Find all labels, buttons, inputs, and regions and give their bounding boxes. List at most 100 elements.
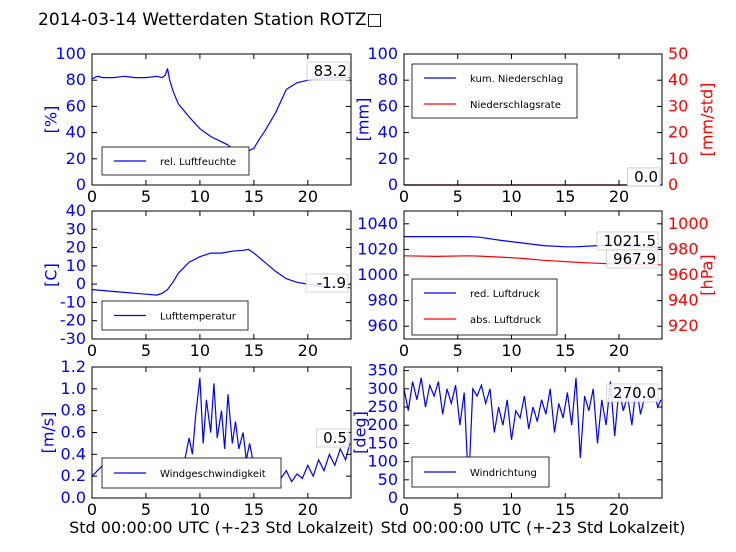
y-tick-label: 0.6 — [61, 423, 86, 442]
value-annotation: 967.9 — [613, 250, 656, 268]
x-tick-label: 10 — [501, 500, 521, 519]
y-tick-label: 80 — [66, 70, 86, 89]
y-axis-label: [%] — [42, 106, 61, 134]
x-tick-label: 0 — [399, 341, 409, 360]
value-annotation: 0.5 — [323, 429, 347, 447]
y-tick-label: 100 — [367, 452, 398, 471]
x-tick-label: 15 — [555, 187, 575, 206]
value-annotation-box — [306, 61, 350, 81]
x-tick-label: 15 — [244, 187, 264, 206]
x-tick-label: 0 — [399, 500, 409, 519]
y-tick-label: 1020 — [357, 239, 398, 258]
y-tick-label: 0 — [388, 175, 398, 194]
windspeed-panel: 0 5 10 15 20 0.0 0.2 0.4 0.6 0.8 1.0 1.2 [m/s] Std 00… — [39, 357, 374, 537]
y2-tick-label: 920 — [668, 316, 699, 335]
y-tick-label: 20 — [66, 238, 86, 257]
pressure-panel: 0 5 10 15 20 960 980 1000 1020 1040 920 940 960 980 10… — [357, 210, 717, 360]
y-tick-label: -30 — [60, 329, 86, 348]
y-tick-label: 20 — [378, 149, 398, 168]
y2-tick-label: 20 — [668, 123, 688, 142]
y-tick-label: 40 — [66, 123, 86, 142]
x-tick-label: 0 — [87, 500, 97, 519]
x-tick-label: 0 — [87, 341, 97, 360]
y2-tick-label: 30 — [668, 96, 688, 115]
y2-tick-label: 50 — [668, 44, 688, 63]
value-annotation-box — [316, 428, 350, 448]
plot-frame — [91, 53, 352, 186]
x-tick-label: 20 — [298, 187, 318, 206]
series-line-rel-luftfeuchte — [91, 68, 350, 152]
legend-label: rel. Luftfeuchte — [160, 157, 236, 168]
x-tick-label: 15 — [244, 500, 264, 519]
y2-tick-label: 940 — [668, 291, 699, 310]
x-tick-label: 10 — [190, 341, 210, 360]
plot-frame — [91, 210, 352, 340]
y-tick-label: 350 — [367, 361, 398, 380]
y-tick-label: 1040 — [357, 214, 398, 233]
y-tick-label: 1.0 — [61, 379, 86, 398]
x-tick-label: 5 — [141, 341, 151, 360]
y-tick-label: -10 — [60, 292, 86, 311]
x-tick-label: 10 — [190, 187, 210, 206]
x-tick-label: 5 — [453, 341, 463, 360]
value-annotation-box — [627, 167, 661, 187]
y2-axis-label: [mm/std] — [698, 83, 717, 157]
x-tick-label: 20 — [609, 187, 629, 206]
y2-tick-label: 980 — [668, 239, 699, 258]
y2-axis-label: [hPa] — [698, 254, 717, 295]
x-axis-label: Std 00:00:00 UTC (+-23 Std Lokalzeit) — [69, 518, 374, 537]
y-axis-label: [deg] — [351, 411, 370, 454]
series-line-lufttemperatur — [91, 248, 350, 296]
x-tick-label: 5 — [141, 500, 151, 519]
value-annotation: 1021.5 — [604, 232, 657, 250]
y-tick-label: 960 — [367, 316, 398, 335]
x-tick-label: 20 — [298, 341, 318, 360]
y-tick-label: 100 — [55, 44, 86, 63]
temperature-panel: 0 5 10 15 20-30-20-10010203040[C]Lufttempera… — [42, 201, 352, 360]
x-tick-label: 20 — [609, 500, 629, 519]
value-annotation-box — [606, 383, 659, 403]
y-tick-label: 0 — [388, 488, 398, 507]
x-tick-label: 0 — [87, 187, 97, 206]
x-tick-label: 15 — [555, 341, 575, 360]
y-tick-label: 0.0 — [61, 488, 86, 507]
legend-label: abs. Luftdruck — [470, 315, 541, 326]
legend-label: Windgeschwindigkeit — [160, 469, 266, 480]
y-tick-label: 100 — [367, 44, 398, 63]
legend-label: Niederschlagsrate — [470, 100, 561, 111]
y2-tick-label: 0 — [668, 175, 678, 194]
y-tick-label: 0.8 — [61, 401, 86, 420]
y2-tick-label: 960 — [668, 265, 699, 284]
y-axis-label: [m/s] — [39, 412, 58, 454]
y-tick-label: 0.4 — [61, 444, 86, 463]
value-annotation: 83.2 — [314, 62, 347, 80]
y2-tick-label: 1000 — [668, 214, 709, 233]
y-axis-label: [C] — [42, 263, 61, 287]
y-tick-label: 200 — [367, 415, 398, 434]
y-tick-label: 300 — [367, 379, 398, 398]
x-tick-label: 10 — [501, 187, 521, 206]
value-annotation-box — [606, 249, 659, 269]
legend-label: Windrichtung — [470, 468, 537, 479]
y-tick-label: 40 — [66, 201, 86, 220]
legend-box — [411, 63, 578, 119]
y-tick-label: 0.2 — [61, 466, 86, 485]
y-tick-label: 30 — [66, 219, 86, 238]
y-tick-label: 150 — [367, 433, 398, 452]
x-tick-label: 20 — [609, 341, 629, 360]
x-tick-label: 15 — [555, 500, 575, 519]
value-annotation: 0.0 — [634, 168, 658, 186]
y-tick-label: 50 — [378, 470, 398, 489]
x-tick-label: 0 — [399, 187, 409, 206]
value-annotation: 270.0 — [613, 384, 656, 402]
x-tick-label: 5 — [141, 187, 151, 206]
y-tick-label: 250 — [367, 397, 398, 416]
y-tick-label: 1000 — [357, 265, 398, 284]
plot-frame — [403, 366, 663, 499]
value-annotation: -1.9 — [317, 274, 346, 292]
y-tick-label: 0 — [76, 175, 86, 194]
